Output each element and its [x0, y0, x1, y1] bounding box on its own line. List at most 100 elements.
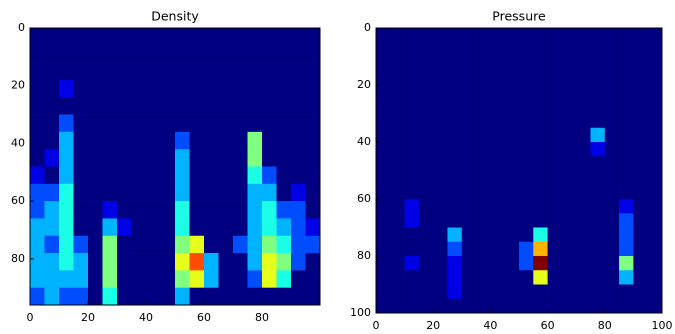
cell	[262, 183, 277, 202]
cell	[247, 149, 263, 167]
cell	[561, 56, 577, 72]
cell	[604, 42, 620, 57]
cell	[276, 79, 292, 98]
cell	[547, 70, 563, 86]
cell	[418, 156, 434, 171]
cell	[561, 213, 577, 228]
cell	[218, 166, 234, 185]
cell	[490, 284, 505, 300]
cell	[461, 28, 477, 43]
chart-title: Pressure	[492, 9, 546, 24]
cell	[547, 142, 563, 157]
cell	[175, 131, 190, 150]
cell	[204, 114, 219, 133]
cell	[218, 79, 234, 98]
cell	[461, 127, 477, 143]
cell	[233, 114, 248, 133]
cell	[390, 85, 405, 100]
cell	[404, 270, 420, 285]
cell	[604, 298, 620, 314]
y-tick-label: 40	[11, 136, 25, 149]
cell	[447, 42, 463, 57]
cell	[59, 114, 74, 133]
cell	[291, 114, 306, 133]
cell	[146, 97, 161, 115]
cell	[461, 113, 477, 129]
cell	[619, 241, 634, 257]
cell	[73, 79, 89, 98]
cell	[576, 270, 591, 285]
cell	[504, 42, 520, 57]
cell	[590, 284, 606, 300]
cell	[590, 270, 606, 285]
cell	[490, 270, 505, 285]
cell	[418, 99, 434, 114]
cell	[647, 156, 663, 171]
cell	[44, 79, 60, 98]
cell	[633, 85, 648, 100]
cell	[633, 70, 648, 86]
cell	[619, 142, 634, 157]
cell	[547, 256, 563, 271]
cell	[376, 142, 391, 157]
cell	[418, 298, 434, 314]
cell	[604, 227, 620, 243]
cell	[146, 62, 161, 81]
cell	[102, 45, 118, 63]
cell	[88, 62, 103, 81]
cell	[490, 127, 505, 143]
cell	[376, 99, 391, 114]
x-tick-label: 80	[255, 311, 269, 324]
cell	[233, 235, 248, 254]
cell	[189, 131, 205, 150]
cell	[604, 284, 620, 300]
cell	[490, 99, 505, 114]
cell	[418, 241, 434, 257]
cell	[447, 28, 463, 43]
cell	[576, 28, 591, 43]
cell	[647, 270, 663, 285]
cell	[218, 218, 234, 237]
cell	[44, 131, 60, 150]
cell	[146, 79, 161, 98]
cell	[418, 213, 434, 228]
cell	[376, 28, 391, 43]
cell	[233, 218, 248, 237]
cell	[433, 170, 448, 186]
cell	[504, 213, 520, 228]
cell	[218, 45, 234, 63]
cell	[390, 127, 405, 143]
cell	[519, 284, 534, 300]
cell	[519, 42, 534, 57]
cell	[59, 131, 74, 150]
cell	[73, 114, 89, 133]
y-tick-label: 60	[357, 192, 371, 205]
cell	[647, 184, 663, 200]
cell	[418, 270, 434, 285]
cell	[604, 56, 620, 72]
cell	[604, 184, 620, 200]
cell	[590, 70, 606, 86]
cell	[262, 253, 277, 271]
cell	[633, 42, 648, 57]
cell	[519, 142, 534, 157]
cell	[102, 218, 118, 237]
cell	[102, 183, 118, 202]
cell	[30, 235, 45, 254]
cell	[59, 253, 74, 271]
cell	[218, 149, 234, 167]
cell	[447, 70, 463, 86]
cell	[547, 99, 563, 114]
cell	[131, 287, 147, 306]
cell	[476, 241, 491, 257]
cell	[647, 170, 663, 186]
cell	[404, 85, 420, 100]
cell	[233, 131, 248, 150]
y-tick-label: 20	[357, 78, 371, 91]
cell	[59, 166, 74, 185]
cell	[160, 166, 176, 185]
cell	[262, 270, 277, 288]
cell	[504, 298, 520, 314]
cell	[619, 170, 634, 186]
cell	[447, 113, 463, 129]
